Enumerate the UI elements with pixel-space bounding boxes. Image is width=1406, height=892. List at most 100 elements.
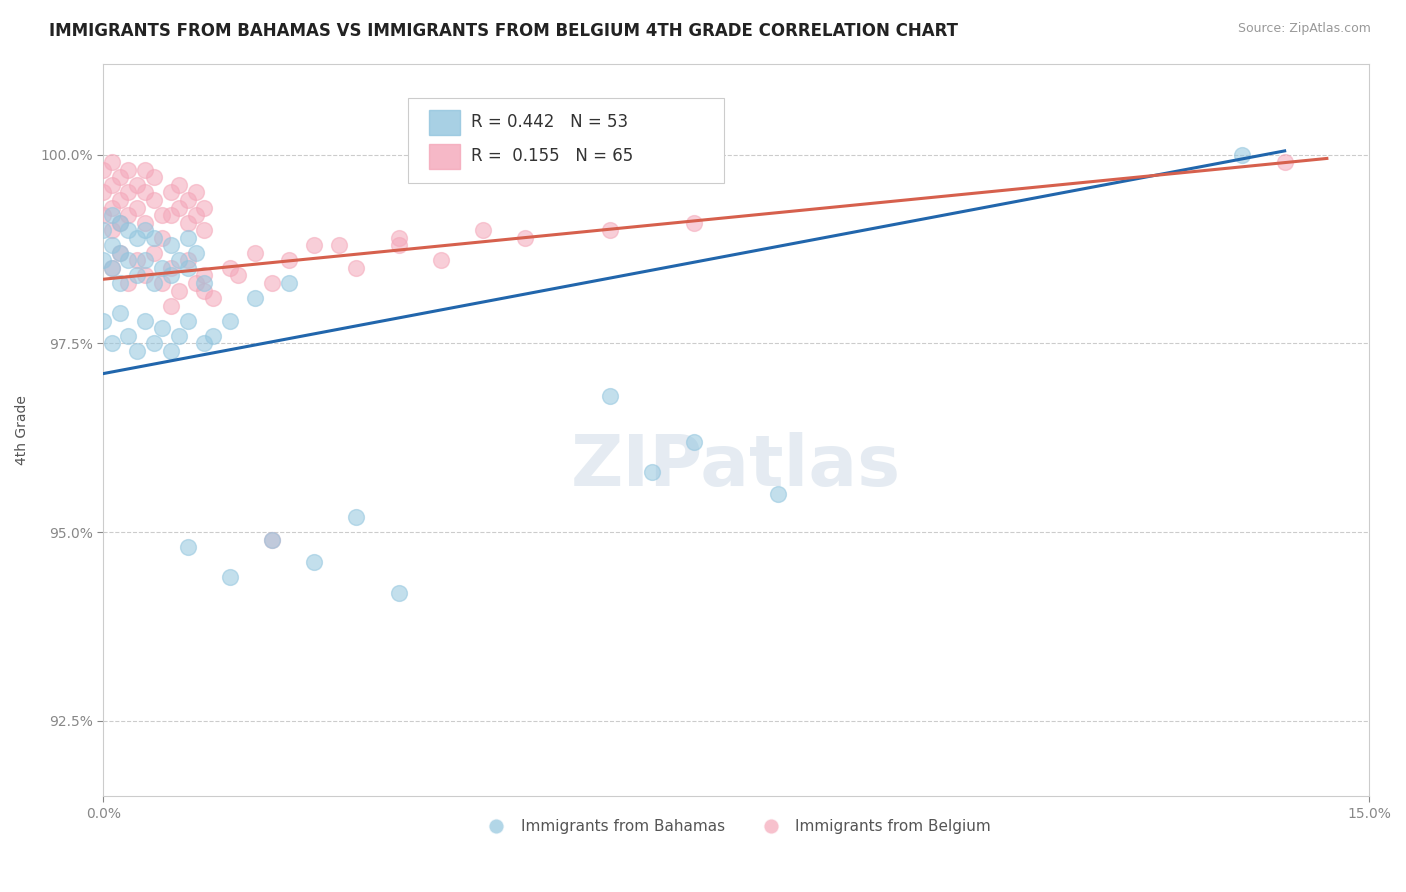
Point xyxy=(176,193,198,207)
Point xyxy=(100,201,122,215)
Point xyxy=(176,541,198,555)
Point xyxy=(150,260,173,275)
Point xyxy=(117,223,139,237)
Point xyxy=(167,329,190,343)
Point xyxy=(641,465,664,479)
Point xyxy=(513,230,536,244)
Point xyxy=(176,260,198,275)
Point xyxy=(226,268,249,283)
Point xyxy=(117,276,139,290)
Point xyxy=(100,155,122,169)
Point xyxy=(117,186,139,200)
Point xyxy=(125,268,148,283)
Point xyxy=(125,343,148,358)
Point xyxy=(134,223,156,237)
Point xyxy=(260,533,283,547)
Point xyxy=(193,276,215,290)
Point xyxy=(260,276,283,290)
Point xyxy=(100,178,122,192)
Point xyxy=(134,314,156,328)
Point xyxy=(387,585,409,599)
Point xyxy=(599,223,621,237)
Point xyxy=(125,253,148,268)
Point xyxy=(117,329,139,343)
Point xyxy=(243,245,266,260)
Point xyxy=(91,186,114,200)
Point xyxy=(159,186,181,200)
Text: ZIPatlas: ZIPatlas xyxy=(571,433,901,501)
Point xyxy=(134,216,156,230)
Point xyxy=(184,245,207,260)
Point xyxy=(142,170,165,185)
Point xyxy=(100,238,122,252)
Point xyxy=(184,276,207,290)
Point xyxy=(193,284,215,298)
Point xyxy=(167,178,190,192)
Point xyxy=(134,186,156,200)
Point xyxy=(167,253,190,268)
Point xyxy=(117,208,139,222)
Point xyxy=(125,201,148,215)
Point xyxy=(193,223,215,237)
Point xyxy=(108,245,131,260)
Point xyxy=(159,260,181,275)
Point xyxy=(142,193,165,207)
Point xyxy=(91,314,114,328)
Point xyxy=(201,329,224,343)
Point xyxy=(150,276,173,290)
Point xyxy=(302,555,325,569)
Point xyxy=(142,276,165,290)
Point xyxy=(193,201,215,215)
Point xyxy=(176,216,198,230)
Point xyxy=(201,291,224,305)
Point xyxy=(100,336,122,351)
Point xyxy=(471,223,494,237)
Point xyxy=(117,162,139,177)
Point xyxy=(1232,147,1254,161)
Point xyxy=(344,260,367,275)
Point xyxy=(134,268,156,283)
Point xyxy=(260,533,283,547)
Point xyxy=(328,238,350,252)
Point xyxy=(429,253,451,268)
Point xyxy=(387,238,409,252)
Point xyxy=(125,230,148,244)
Point xyxy=(1274,155,1296,169)
Point xyxy=(277,276,299,290)
Point xyxy=(150,230,173,244)
Point xyxy=(344,510,367,524)
Point xyxy=(193,336,215,351)
Point xyxy=(142,230,165,244)
Y-axis label: 4th Grade: 4th Grade xyxy=(15,395,30,465)
Point xyxy=(142,245,165,260)
Point xyxy=(108,306,131,320)
Point xyxy=(91,208,114,222)
Point xyxy=(176,314,198,328)
Point xyxy=(91,253,114,268)
Point xyxy=(159,238,181,252)
Point xyxy=(108,170,131,185)
Point xyxy=(184,208,207,222)
Point xyxy=(218,314,240,328)
Point xyxy=(100,223,122,237)
Text: R =  0.155   N = 65: R = 0.155 N = 65 xyxy=(471,147,633,165)
Point xyxy=(184,186,207,200)
Point xyxy=(100,260,122,275)
Point xyxy=(176,253,198,268)
Point xyxy=(108,276,131,290)
Point xyxy=(100,260,122,275)
Point xyxy=(176,230,198,244)
Point xyxy=(108,245,131,260)
Point xyxy=(243,291,266,305)
Point xyxy=(150,208,173,222)
Point xyxy=(125,178,148,192)
Text: IMMIGRANTS FROM BAHAMAS VS IMMIGRANTS FROM BELGIUM 4TH GRADE CORRELATION CHART: IMMIGRANTS FROM BAHAMAS VS IMMIGRANTS FR… xyxy=(49,22,959,40)
Point xyxy=(117,253,139,268)
Point xyxy=(218,260,240,275)
Point xyxy=(768,487,790,501)
Point xyxy=(108,216,131,230)
Point xyxy=(108,193,131,207)
Legend: Immigrants from Bahamas, Immigrants from Belgium: Immigrants from Bahamas, Immigrants from… xyxy=(475,813,997,840)
Point xyxy=(142,336,165,351)
Point xyxy=(193,268,215,283)
